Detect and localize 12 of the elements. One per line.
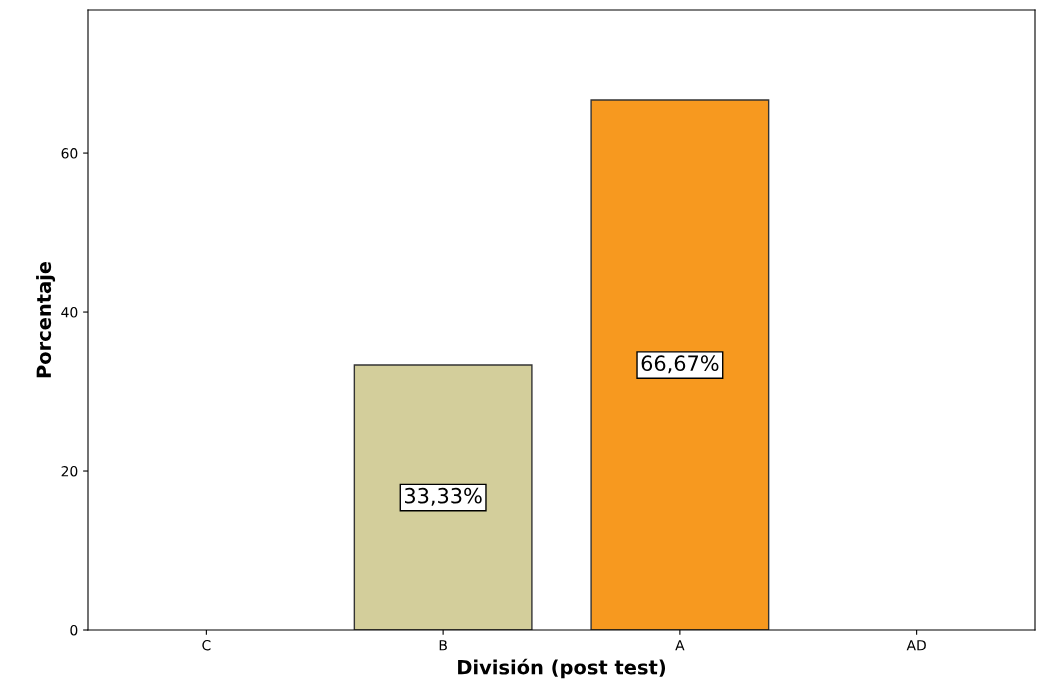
x-tick-label: A [675,640,685,651]
data-label: 33,33% [405,487,482,506]
x-tick-label: C [202,639,211,651]
y-tick-label: 0 [70,624,78,636]
y-tick-label: 60 [61,148,78,159]
x-axis-title: División (post test) [458,658,666,679]
y-tick-label: 20 [61,465,78,477]
y-axis-title: Porcentaje [36,261,56,378]
x-tick-label: B [439,640,447,651]
data-label: 66,67% [641,355,719,374]
y-tick-label: 40 [61,307,78,318]
x-tick-label: AD [906,640,926,651]
